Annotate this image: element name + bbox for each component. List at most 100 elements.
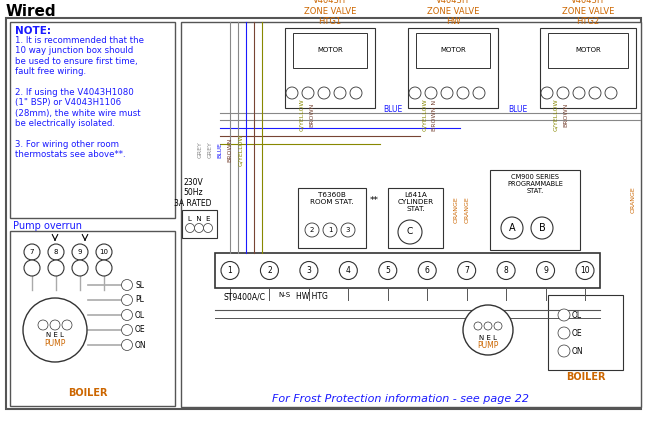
Circle shape	[576, 262, 594, 279]
Circle shape	[122, 340, 133, 351]
Text: Wired: Wired	[6, 4, 57, 19]
Circle shape	[350, 87, 362, 99]
Text: PL: PL	[135, 295, 144, 305]
Text: OE: OE	[135, 325, 146, 335]
Circle shape	[473, 87, 485, 99]
Text: V4043H
ZONE VALVE
HW: V4043H ZONE VALVE HW	[427, 0, 479, 26]
Circle shape	[96, 260, 112, 276]
Bar	[298, 188, 366, 248]
Text: BLUE: BLUE	[217, 142, 223, 158]
Circle shape	[318, 87, 330, 99]
Circle shape	[122, 309, 133, 320]
Circle shape	[186, 224, 195, 233]
Circle shape	[409, 87, 421, 99]
Text: G/YELLOW: G/YELLOW	[300, 99, 305, 131]
Text: B: B	[538, 223, 545, 233]
Text: CM900 SERIES
PROGRAMMABLE
STAT.: CM900 SERIES PROGRAMMABLE STAT.	[507, 174, 563, 194]
Text: 1: 1	[328, 227, 333, 233]
Text: GREY: GREY	[197, 141, 203, 158]
Circle shape	[24, 260, 40, 276]
Bar	[285, 28, 375, 108]
Circle shape	[221, 262, 239, 279]
Bar	[181, 22, 641, 407]
Text: 230V
50Hz
3A RATED: 230V 50Hz 3A RATED	[174, 178, 212, 208]
Text: 6: 6	[425, 266, 430, 275]
Text: 7: 7	[465, 266, 469, 275]
Text: Pump overrun: Pump overrun	[13, 221, 82, 231]
Circle shape	[541, 87, 553, 99]
Text: BOILER: BOILER	[565, 372, 605, 382]
Text: ORANGE: ORANGE	[630, 187, 635, 214]
Circle shape	[204, 224, 212, 233]
Text: N E L: N E L	[479, 335, 497, 341]
Circle shape	[122, 325, 133, 335]
Circle shape	[48, 244, 64, 260]
Text: C: C	[407, 227, 413, 236]
Circle shape	[300, 262, 318, 279]
Bar	[540, 28, 636, 108]
Bar	[388, 188, 443, 248]
Circle shape	[589, 87, 601, 99]
Text: MOTOR: MOTOR	[317, 47, 343, 53]
Text: ORANGE: ORANGE	[454, 197, 459, 223]
Circle shape	[484, 322, 492, 330]
Circle shape	[50, 320, 60, 330]
Circle shape	[536, 262, 554, 279]
Circle shape	[305, 223, 319, 237]
Circle shape	[341, 223, 355, 237]
Bar	[293, 33, 367, 68]
Circle shape	[457, 262, 476, 279]
Circle shape	[418, 262, 436, 279]
Text: HW HTG: HW HTG	[296, 292, 328, 301]
Text: **: **	[369, 196, 378, 205]
Circle shape	[261, 262, 278, 279]
Circle shape	[494, 322, 502, 330]
Text: For Frost Protection information - see page 22: For Frost Protection information - see p…	[272, 394, 529, 404]
Text: MOTOR: MOTOR	[440, 47, 466, 53]
Text: OL: OL	[572, 311, 582, 319]
Text: 9: 9	[78, 249, 82, 255]
Text: 3: 3	[345, 227, 350, 233]
Circle shape	[48, 260, 64, 276]
Circle shape	[441, 87, 453, 99]
Text: BROWN: BROWN	[309, 103, 314, 127]
Bar	[215, 253, 600, 288]
Text: 1: 1	[228, 266, 232, 275]
Circle shape	[463, 305, 513, 355]
Circle shape	[23, 298, 87, 362]
Circle shape	[497, 262, 515, 279]
Bar	[10, 231, 175, 406]
Circle shape	[302, 87, 314, 99]
Text: ON: ON	[572, 346, 584, 355]
Circle shape	[501, 217, 523, 239]
Text: G/YELLOW: G/YELLOW	[553, 99, 558, 131]
Text: 3: 3	[307, 266, 311, 275]
Text: GREY: GREY	[208, 141, 212, 158]
Text: MOTOR: MOTOR	[575, 47, 601, 53]
Circle shape	[558, 345, 570, 357]
Text: V4043H
ZONE VALVE
HTG1: V4043H ZONE VALVE HTG1	[304, 0, 356, 26]
Bar	[548, 33, 628, 68]
Text: V4043H
ZONE VALVE
HTG2: V4043H ZONE VALVE HTG2	[562, 0, 614, 26]
Text: G/YELLOW: G/YELLOW	[239, 134, 243, 166]
Text: OL: OL	[135, 311, 145, 319]
Text: BROWN: BROWN	[564, 103, 569, 127]
Circle shape	[62, 320, 72, 330]
Text: OE: OE	[572, 328, 583, 338]
Circle shape	[457, 87, 469, 99]
Circle shape	[24, 244, 40, 260]
Circle shape	[334, 87, 346, 99]
Circle shape	[38, 320, 48, 330]
Circle shape	[72, 260, 88, 276]
Circle shape	[72, 244, 88, 260]
Text: NOTE:: NOTE:	[15, 26, 51, 36]
Text: PUMP: PUMP	[44, 340, 66, 349]
Text: BLUE: BLUE	[383, 106, 402, 114]
Circle shape	[378, 262, 397, 279]
Text: 8: 8	[54, 249, 58, 255]
Text: 1. It is recommended that the
10 way junction box should
be used to ensure first: 1. It is recommended that the 10 way jun…	[15, 36, 144, 160]
Bar	[182, 210, 217, 238]
Circle shape	[339, 262, 357, 279]
Text: BROWN N: BROWN N	[432, 100, 437, 130]
Text: L641A
CYLINDER
STAT.: L641A CYLINDER STAT.	[397, 192, 433, 212]
